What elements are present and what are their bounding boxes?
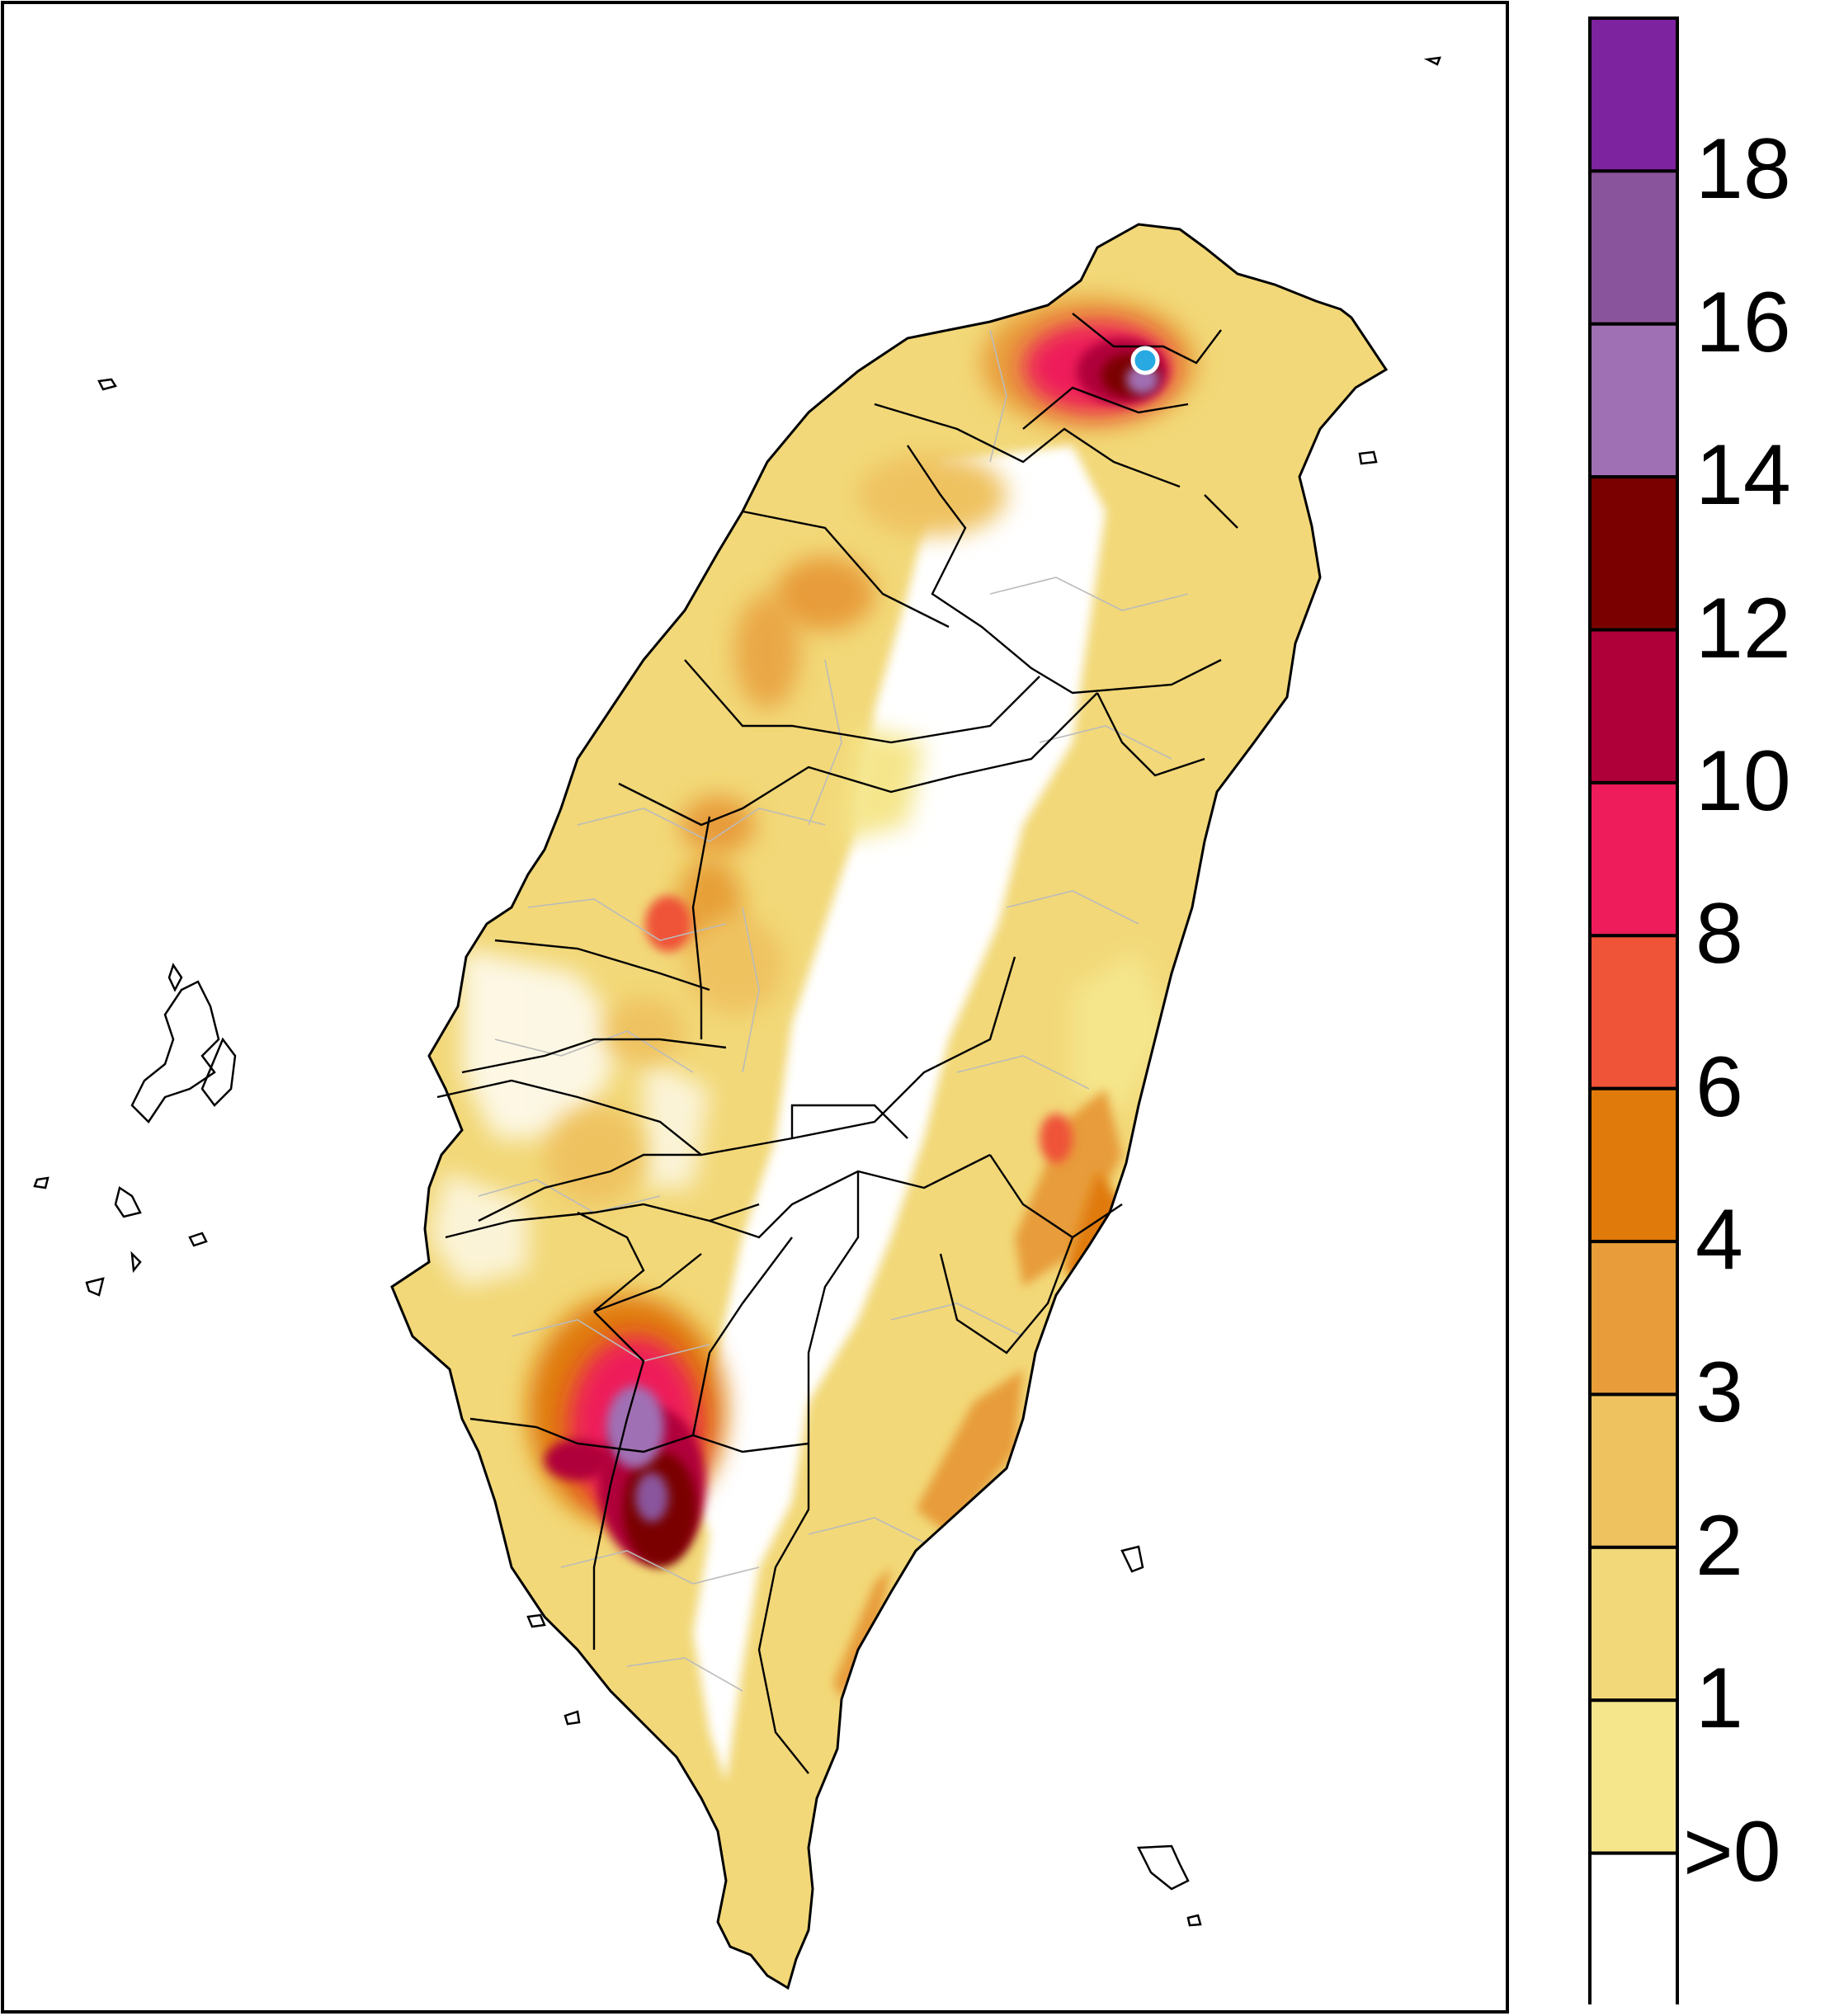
colorbar-label-gt0: >0 [1683, 1803, 1781, 1900]
colorbar-swatch [1588, 780, 1679, 938]
township-boundaries [478, 329, 1189, 1692]
colorbar-label-6: 6 [1695, 1039, 1743, 1135]
colorbar-swatch [1588, 475, 1679, 632]
colorbar-swatch [1588, 628, 1679, 784]
colorbar-label-8: 8 [1695, 886, 1743, 982]
colorbar-swatch [1588, 1545, 1679, 1703]
colorbar-swatch [1588, 1698, 1679, 1855]
colorbar-swatch [1588, 1851, 1679, 2004]
colorbar-swatch [1588, 934, 1679, 1090]
offshore-islets [33, 56, 1441, 1927]
colorbar-swatch [1588, 16, 1679, 173]
colorbar-label-10: 10 [1695, 732, 1791, 829]
colorbar-swatch [1588, 1086, 1679, 1244]
dry-interior-area [677, 445, 1106, 1782]
colorbar-label-12: 12 [1695, 580, 1791, 676]
colorbar-label-2: 2 [1695, 1497, 1743, 1594]
colorbar-label-4: 4 [1695, 1192, 1743, 1288]
colorbar-label-1: 1 [1695, 1651, 1743, 1747]
colorbar-label-16: 16 [1695, 274, 1791, 370]
rainfall-map [1, 1, 1509, 2014]
colorbar-swatch [1588, 322, 1679, 479]
colorbar-label-14: 14 [1695, 427, 1791, 524]
station-marker [1130, 346, 1160, 375]
colorbar [1588, 16, 1679, 2004]
colorbar-swatch [1588, 1240, 1679, 1397]
county-boundaries [436, 313, 1238, 1774]
map-panel [1, 1, 1509, 2014]
colorbar-label-3: 3 [1695, 1345, 1743, 1441]
colorbar-swatches [1588, 16, 1679, 2004]
colorbar-label-18: 18 [1695, 121, 1791, 218]
colorbar-swatch [1588, 1392, 1679, 1549]
colorbar-swatch [1588, 169, 1679, 326]
penghu-islands [85, 963, 237, 1297]
